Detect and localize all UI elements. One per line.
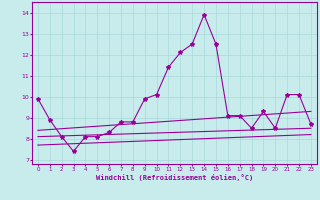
X-axis label: Windchill (Refroidissement éolien,°C): Windchill (Refroidissement éolien,°C) <box>96 174 253 181</box>
